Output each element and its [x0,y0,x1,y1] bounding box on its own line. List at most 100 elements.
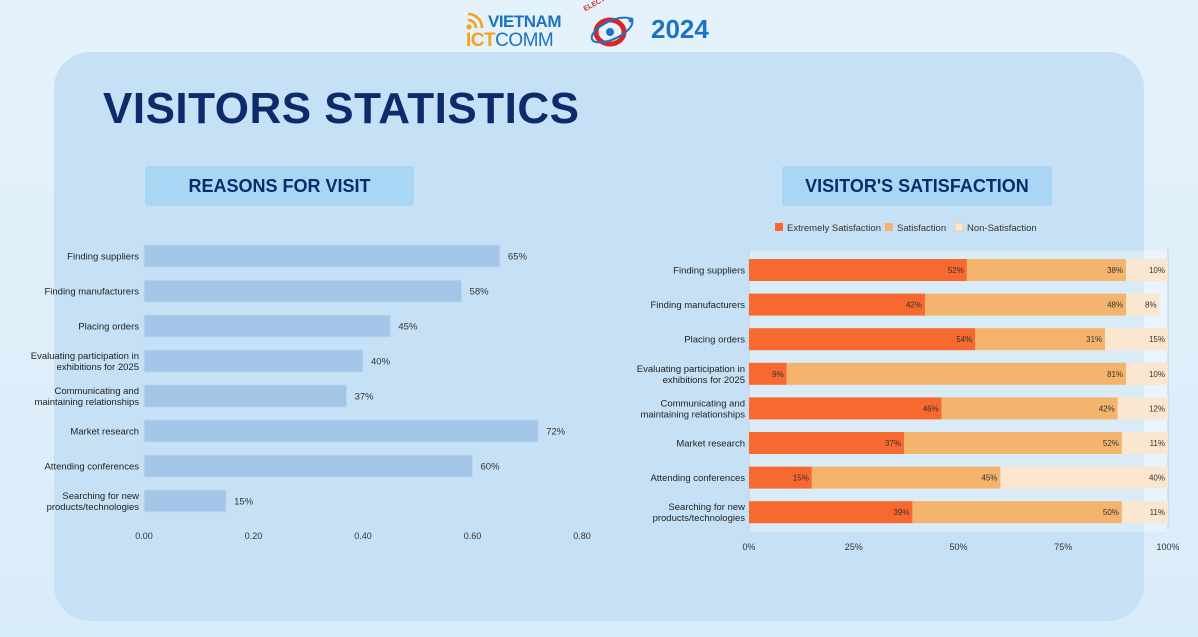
reason-x-tick-label: 0.40 [354,531,372,541]
segment-value-label: 38% [1107,266,1123,275]
satisfaction-segment [811,466,1001,489]
satisfaction-category-label: Placing orders [684,335,745,346]
segment-value-label: 37% [885,439,901,448]
segment-value-label: 54% [956,335,972,344]
extreme-satisfaction-segment [749,328,976,351]
reason-x-tick-label: 0.20 [245,531,263,541]
reason-value-label: 15% [234,497,254,508]
segment-value-label: 52% [1103,439,1119,448]
reason-category-label: Attending conferences [44,462,139,473]
reason-bar [143,314,391,338]
visitor-satisfaction-chart: 52% 38% 10% Finding suppliers 42% 48% 8% Findin… [637,222,1180,552]
extreme-satisfaction-segment [749,466,812,489]
reason-value-label: 72% [546,427,566,438]
logo-comm-text: COMM [495,30,554,51]
logo-ictcomm-text: ICTCOMM [466,30,554,52]
satisfaction-x-tick-label: 75% [1054,542,1072,552]
satisfaction-category-label: Finding manufacturers [650,300,745,311]
satisfaction-segment [941,397,1118,420]
non-satisfaction-segment [1121,432,1168,454]
extreme-satisfaction-segment [749,293,925,316]
satisfaction-category-label: Searching for new products/technologies [653,502,746,524]
non-satisfaction-segment [1126,362,1168,385]
reason-x-tick-label: 0.60 [464,531,482,541]
reason-category-label: Market research [70,427,139,438]
legend-swatch [885,223,893,231]
satisfaction-segment [966,259,1127,281]
reason-x-tick-label: 0.80 [573,531,591,541]
extreme-satisfaction-segment [749,259,967,281]
reason-bar [143,349,364,373]
page-title: VISITORS STATISTICS [103,84,580,133]
segment-value-label: 42% [1099,404,1115,413]
logo-vietnam-text: VIETNAM [488,12,562,31]
segment-value-label: 45% [981,474,997,483]
reason-category-label: Finding manufacturers [44,287,139,298]
reason-value-label: 37% [355,392,375,403]
reason-value-label: 58% [470,287,490,298]
satisfaction-segment [786,362,1127,385]
event-year: 2024 [651,14,709,44]
reason-value-label: 40% [371,357,391,368]
electroexpo-logo: ELECTROEXPO [583,0,640,50]
reason-category-label: Searching for new products/technologies [47,491,140,513]
reason-bar [143,384,348,408]
non-satisfaction-segment [1105,328,1168,351]
extreme-satisfaction-segment [749,501,913,524]
segment-value-label: 42% [906,301,922,310]
satisfaction-category-label: Finding suppliers [673,266,745,277]
legend-label: Non-Satisfaction [967,223,1037,234]
segment-value-label: 31% [1086,335,1102,344]
reason-category-label: Placing orders [78,322,139,333]
reasons-chart-title: REASONS FOR VISIT [145,166,414,206]
satisfaction-x-tick-label: 0% [742,542,755,552]
satisfaction-segment [924,293,1127,316]
non-satisfaction-segment [1000,466,1168,489]
segment-value-label: 12% [1149,404,1165,413]
satisfaction-chart-title: VISITOR'S SATISFACTION [782,166,1052,206]
reasons-for-visit-chart: 65% Finding suppliers 58% Finding manufactu… [31,244,591,541]
reason-category-label: Finding suppliers [67,252,139,263]
non-satisfaction-segment [1126,293,1160,316]
extreme-satisfaction-segment [749,362,787,385]
legend-swatch [954,222,964,232]
satisfaction-x-tick-label: 100% [1156,542,1179,552]
electroexpo-emblem-icon [590,16,634,47]
satisfaction-x-tick-label: 50% [949,542,967,552]
satisfaction-category-label: Evaluating participation in exhibitions f… [637,364,745,386]
extreme-satisfaction-segment [749,397,942,420]
reason-bar [143,244,501,268]
satisfaction-category-label: Communicating and maintaining relationshi… [640,398,745,420]
satisfaction-x-tick-label: 25% [845,542,863,552]
header-logos: VIETNAM ICTCOMM ELECTROEXPO 2024 [0,0,1198,52]
vietnam-ictcomm-logo: VIETNAM ICTCOMM [466,8,566,52]
segment-value-label: 10% [1149,370,1165,379]
satisfaction-plot-area [749,250,1168,532]
reason-category-label: Evaluating participation in exhibitions f… [31,351,139,373]
segment-value-label: 81% [1107,370,1123,379]
reason-bar [143,454,473,478]
legend-swatch [775,223,783,231]
extreme-satisfaction-segment [749,432,905,454]
segment-value-label: 15% [793,474,809,483]
reason-value-label: 45% [398,322,418,333]
segment-value-label: 52% [948,266,964,275]
logo-ict-text: ICT [466,30,496,51]
segment-value-label: 40% [1149,474,1165,483]
non-satisfaction-segment [1121,501,1168,524]
segment-value-label: 39% [893,508,909,517]
satisfaction-segment [912,501,1122,524]
segment-value-label: 10% [1149,266,1165,275]
reason-bar [143,279,463,303]
segment-value-label: 11% [1150,439,1165,448]
satisfaction-category-label: Market research [676,439,745,450]
reason-bar [143,489,227,513]
reason-x-tick-label: 0.00 [135,531,153,541]
segment-value-label: 15% [1149,335,1165,344]
wifi-icon [466,12,484,30]
segment-value-label: 11% [1150,508,1165,517]
segment-value-label: 9% [772,370,784,379]
legend-label: Extremely Satisfaction [787,223,881,234]
reason-value-label: 60% [481,462,501,473]
non-satisfaction-segment [1126,259,1168,281]
